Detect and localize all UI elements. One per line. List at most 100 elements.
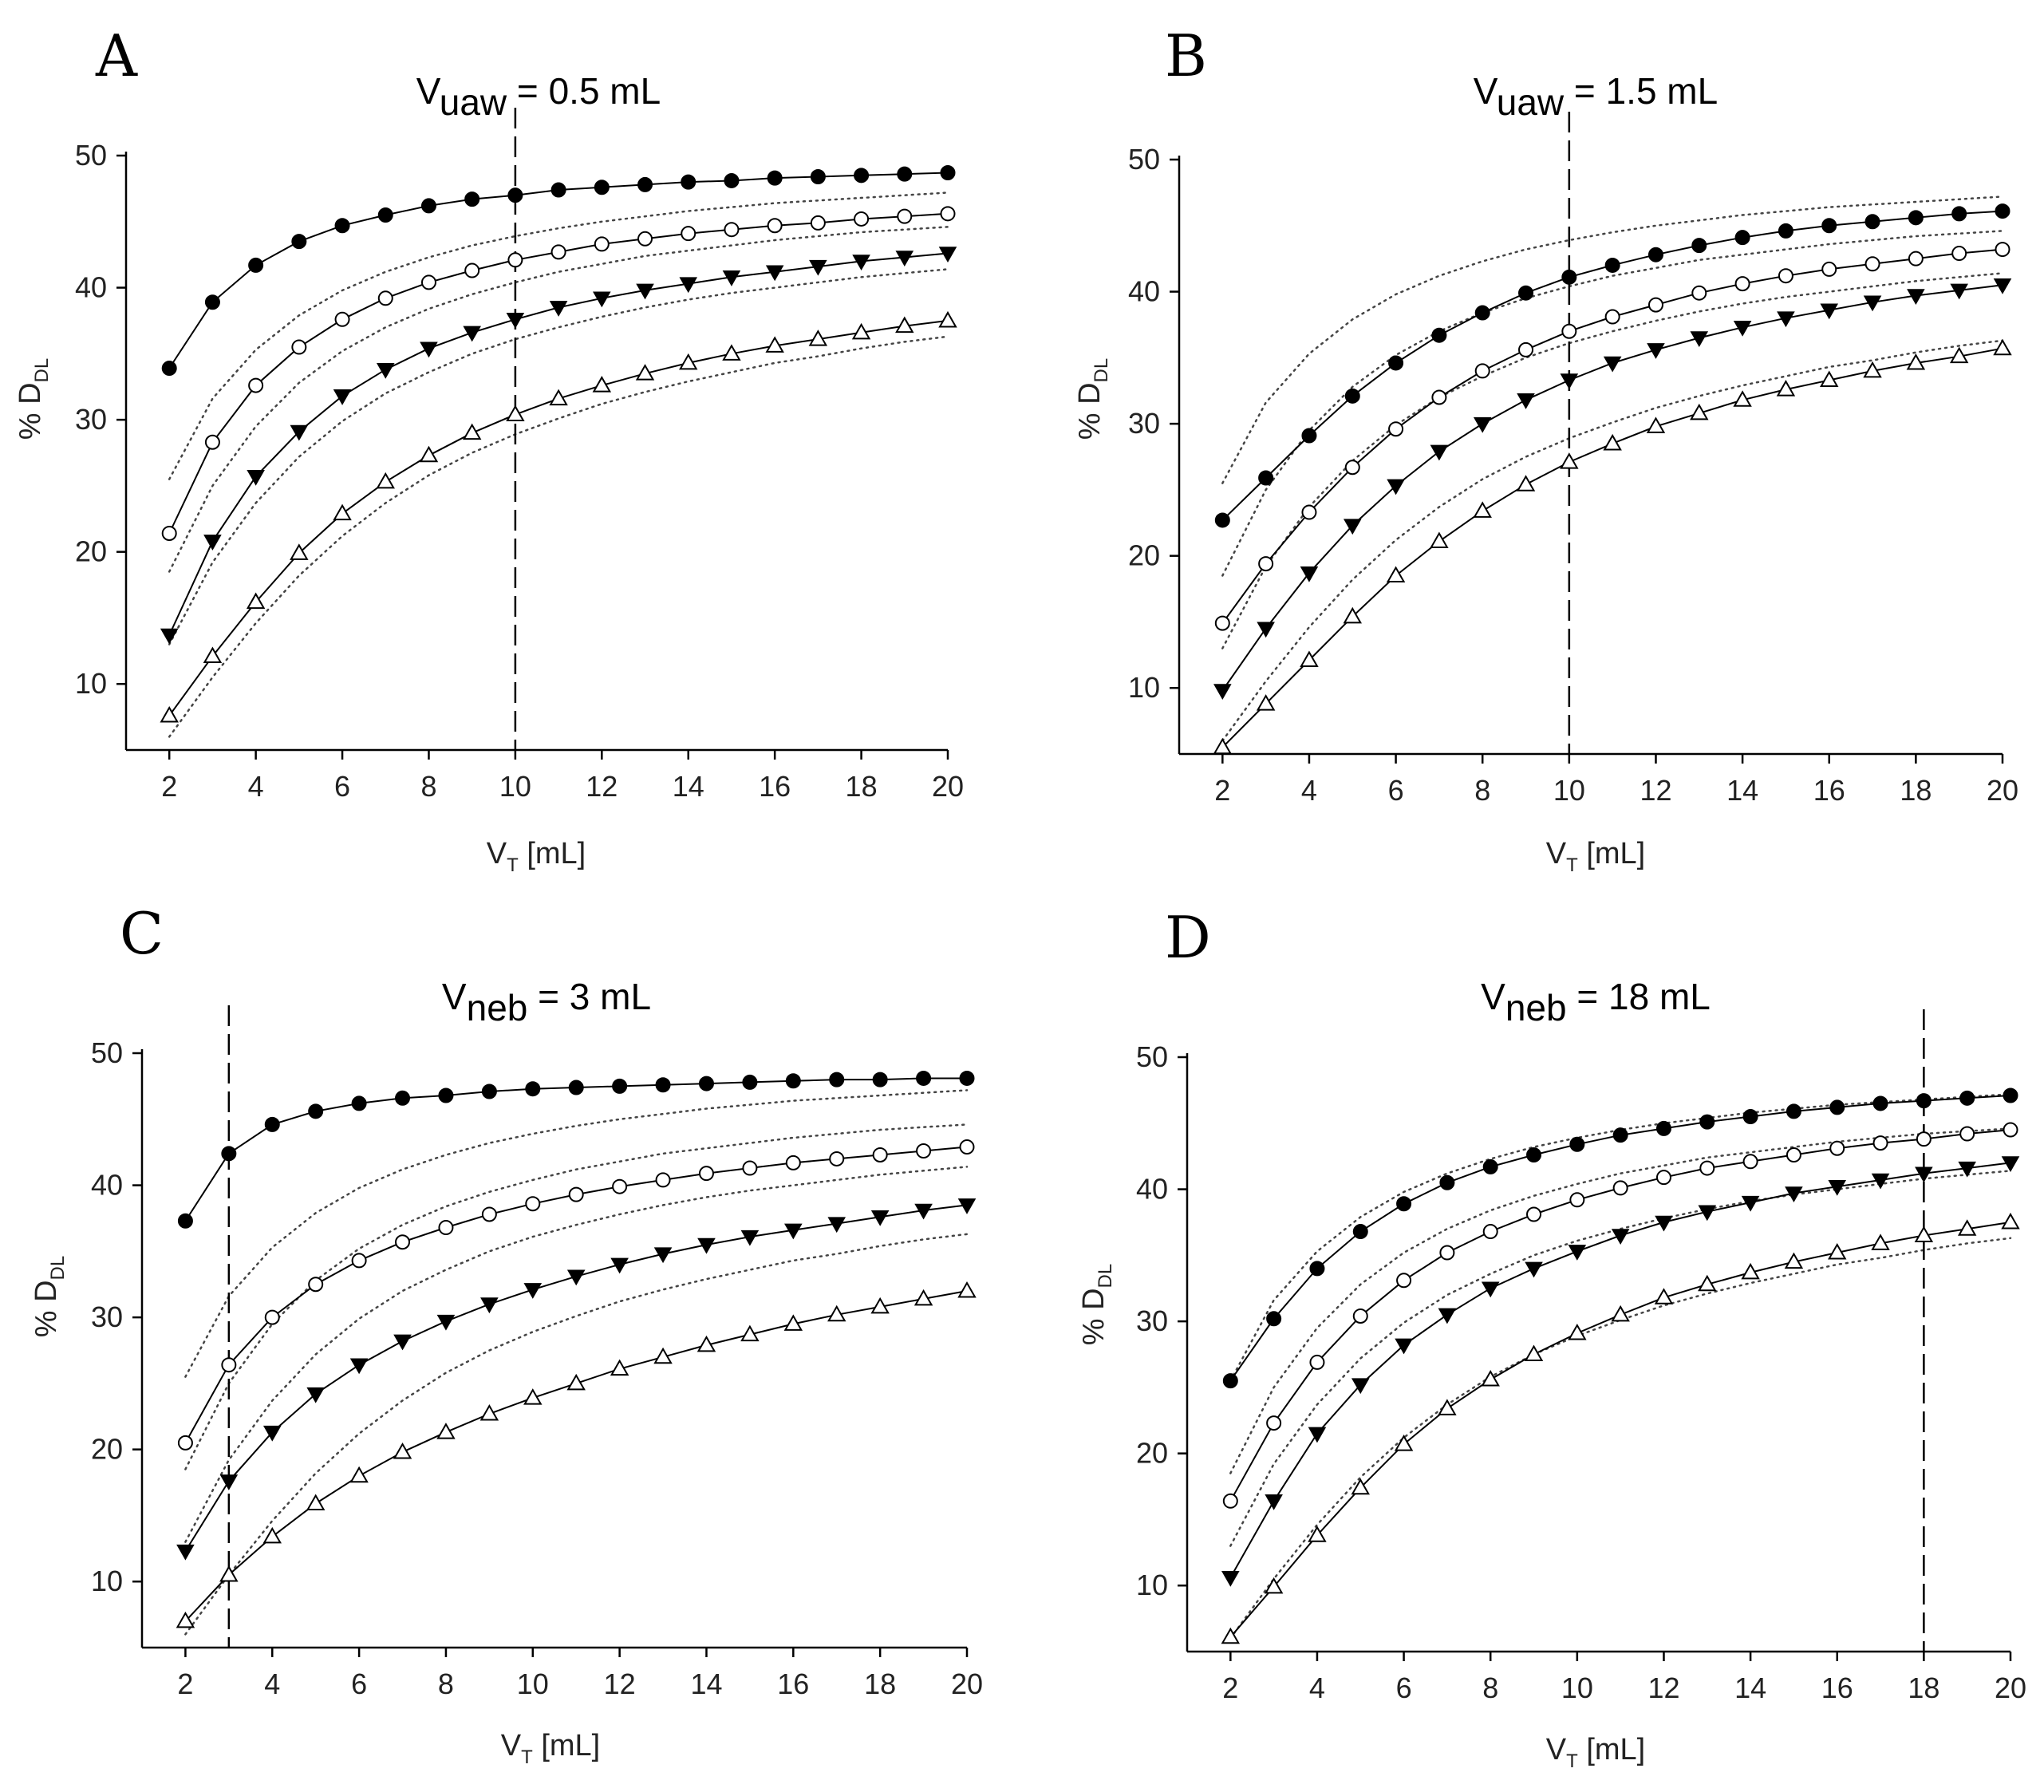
data-point (290, 543, 309, 560)
data-point (1741, 1262, 1760, 1280)
y-tick-label: 20 (1128, 539, 1160, 572)
series-open-circle (1214, 242, 2010, 631)
data-point (549, 389, 568, 406)
data-point (637, 176, 653, 192)
series-line (184, 1290, 968, 1622)
data-point (1916, 1131, 1932, 1147)
data-point (1864, 214, 1880, 230)
data-point (550, 244, 566, 260)
data-point (1214, 615, 1230, 631)
data-point (349, 1466, 369, 1483)
data-point (1950, 283, 1968, 300)
x-tick-label: 20 (932, 770, 964, 803)
y-axis-label: % DDL (1073, 358, 1112, 440)
data-point (291, 234, 307, 250)
x-tick-label: 20 (1987, 774, 2018, 807)
series-open-triangle-up (1213, 338, 2012, 755)
y-tick-label: 40 (1136, 1173, 1168, 1206)
data-point (1863, 295, 1882, 312)
data-point (612, 1078, 628, 1094)
panel-letter: C (120, 900, 164, 967)
series-open-triangle-up (176, 1281, 977, 1628)
data-point (1612, 1127, 1628, 1143)
model-curve (1221, 195, 2004, 484)
x-tick-label: 2 (177, 1668, 193, 1700)
data-point (1222, 1373, 1238, 1389)
panel-a: A Vuaw = 0.5 mL 10 20 30 40 50 2 4 6 8 10 12 14 16 18… (14, 22, 964, 876)
data-point (1265, 1494, 1283, 1510)
data-point (594, 180, 610, 195)
x-tick-label: 12 (1647, 1672, 1679, 1704)
data-point (248, 377, 264, 393)
data-point (568, 1186, 584, 1202)
x-tick-label: 6 (1388, 774, 1404, 807)
data-point (913, 1289, 933, 1306)
data-point (957, 1198, 977, 1214)
series-line (168, 212, 949, 534)
data-point (161, 525, 177, 541)
x-tick-label: 16 (1821, 1672, 1853, 1704)
series-open-triangle-up (1221, 1212, 2020, 1644)
x-tick-label: 12 (1640, 774, 1671, 807)
data-point (1481, 1281, 1500, 1298)
x-tick-label: 12 (604, 1668, 636, 1700)
y-tick-label: 40 (1128, 275, 1160, 308)
x-tick-label: 2 (1222, 1672, 1238, 1704)
data-point (785, 1155, 801, 1170)
data-point (334, 218, 350, 234)
panel-letter: A (95, 22, 138, 89)
model-curve (184, 1089, 969, 1378)
data-point (160, 628, 179, 645)
data-point (351, 1095, 367, 1111)
data-point (1604, 309, 1620, 325)
x-tick-label: 18 (1900, 774, 1932, 807)
data-point (161, 361, 177, 377)
data-point (610, 1359, 629, 1376)
data-point (177, 1435, 193, 1451)
data-point (1820, 370, 1839, 387)
data-point (829, 1151, 845, 1166)
data-point (176, 1544, 195, 1561)
data-point (655, 1172, 671, 1188)
data-point (1993, 278, 2012, 294)
data-point (247, 470, 265, 486)
data-point (1222, 1493, 1238, 1509)
data-point (1352, 1308, 1368, 1324)
data-point (203, 646, 223, 663)
data-point (767, 218, 783, 234)
data-point (306, 1494, 326, 1511)
data-point (827, 1305, 846, 1322)
data-point (1907, 289, 1925, 306)
data-point (1821, 261, 1837, 277)
series-filled-circle (1222, 1087, 2018, 1389)
y-tick-label: 30 (91, 1301, 123, 1333)
data-point (1647, 297, 1663, 313)
data-point (1742, 1109, 1758, 1124)
data-point (1351, 1378, 1370, 1395)
data-point (1258, 470, 1274, 486)
series-open-circle (177, 1139, 975, 1451)
data-point (1439, 1174, 1455, 1190)
data-point (1655, 1120, 1671, 1136)
panel-letter: D (1165, 904, 1211, 971)
data-point (679, 277, 698, 294)
series-line (1229, 1221, 2011, 1638)
data-point (1438, 1308, 1457, 1324)
data-point (635, 364, 655, 381)
data-point (1734, 276, 1750, 292)
data-point (895, 251, 914, 266)
data-point (1691, 238, 1707, 254)
data-point (1256, 694, 1276, 711)
x-tick-label: 6 (351, 1668, 367, 1700)
data-point (1734, 230, 1750, 246)
y-tick-label: 50 (1136, 1040, 1168, 1073)
data-point (1785, 1186, 1803, 1203)
x-tick-label: 4 (264, 1668, 280, 1700)
data-point (1388, 421, 1404, 437)
data-point (1214, 512, 1230, 528)
data-point (1959, 1090, 1975, 1106)
data-point (938, 310, 957, 328)
data-point (1957, 1219, 1977, 1236)
data-point (1526, 1147, 1542, 1163)
data-point (1474, 305, 1490, 321)
